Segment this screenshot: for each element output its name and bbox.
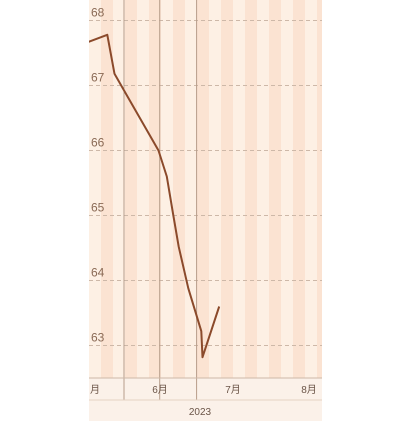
plot-band [317,0,322,378]
plot-band [101,0,113,378]
plot-band [305,0,317,378]
y-axis-ticks: 63 64 65 66 67 68 [91,6,105,345]
x-axis-year-label: 2023 [189,407,212,418]
x-tick-label: 7月 [225,384,241,396]
x-tick-label: 月 [90,384,100,396]
plot-band [149,0,161,378]
plot-band [173,0,185,378]
plot-band [269,0,281,378]
y-tick-label: 63 [91,331,105,345]
plot-band [209,0,221,378]
x-tick-label: 6月 [152,384,168,396]
plot-band [257,0,269,378]
plot-band [293,0,305,378]
plot-band [89,0,101,378]
plot-band [221,0,233,378]
grid-lines [89,0,322,400]
plot-background [89,0,322,421]
plot-band [137,0,149,378]
plot-band [245,0,257,378]
plot-band [161,0,173,378]
series-line [89,33,221,359]
y-tick-label: 64 [91,266,105,280]
y-tick-label: 66 [91,136,105,150]
plot-band [125,0,137,378]
plot-band [197,0,209,378]
plot-band [185,0,197,378]
series-layer [89,33,221,359]
plot-band [113,0,125,378]
y-tick-label: 68 [91,6,105,20]
plot-band [233,0,245,378]
y-tick-label: 67 [91,71,105,85]
x-tick-label: 8月 [301,384,317,396]
plot-band [281,0,293,378]
y-tick-label: 65 [91,201,105,215]
x-axis: 月 6月 7月 8月 [89,377,322,401]
